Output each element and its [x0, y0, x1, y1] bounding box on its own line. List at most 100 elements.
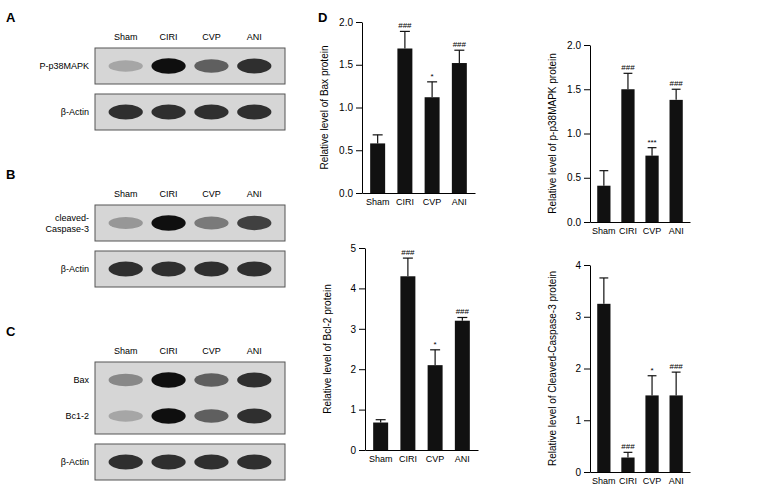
x-tick: CIRI — [396, 193, 414, 207]
y-axis: 0.0 0.5 1.0 1.5 2.0 — [339, 17, 362, 199]
y-tick: 2.0 — [567, 40, 590, 51]
panel-label: A — [6, 10, 16, 25]
y-tick-mark — [359, 329, 365, 330]
y-tick: 2 — [350, 364, 365, 375]
y-tick-mark — [584, 178, 590, 179]
x-tick-label: CVP — [423, 197, 442, 207]
x-tick-label: ANI — [669, 476, 684, 486]
y-tick-label: 0.0 — [567, 217, 581, 228]
y-tick-label: 0 — [575, 467, 581, 478]
blot-band — [109, 410, 143, 422]
y-tick-mark — [584, 317, 590, 318]
y-axis-line — [590, 46, 591, 223]
blot-band — [151, 105, 185, 120]
x-tick-label: CVP — [643, 476, 662, 486]
lane-label: ANI — [247, 346, 262, 356]
x-tick-label: Sham — [369, 454, 393, 464]
error-bar — [430, 350, 440, 365]
error-bar — [599, 278, 608, 304]
error-bar — [648, 376, 657, 396]
error-stem — [676, 372, 677, 395]
blot-band — [151, 215, 185, 231]
row-label: Bc1-2 — [65, 411, 89, 421]
y-tick-mark — [359, 450, 365, 451]
x-tick: ANI — [669, 222, 684, 236]
error-bar — [454, 50, 464, 63]
x-tick: CVP — [643, 222, 662, 236]
plot-area — [597, 73, 683, 222]
x-axis: ShamCIRICVPANI — [591, 472, 691, 486]
error-bar — [376, 420, 386, 423]
bar-chart: ###*###01234ShamCIRICVPANIRelative level… — [547, 260, 691, 487]
blot-frame — [95, 48, 285, 84]
blot-band — [237, 59, 271, 74]
y-tick-label: 1.0 — [567, 128, 581, 139]
x-tick: CVP — [643, 472, 662, 486]
significance-mark: ### — [456, 307, 470, 316]
blot-band — [109, 262, 143, 277]
plot-area — [370, 31, 467, 193]
blot-band — [237, 262, 271, 277]
y-tick: 0.0 — [567, 217, 590, 228]
x-axis-line — [591, 472, 691, 473]
x-tick-label: ANI — [452, 197, 467, 207]
x-tick: Sham — [592, 472, 616, 486]
error-bar — [373, 135, 383, 144]
row-label-line: P-p38MAPK — [39, 61, 89, 71]
bar — [400, 276, 415, 450]
y-axis-line — [362, 23, 363, 194]
y-axis: 012345 — [350, 243, 365, 456]
bar — [428, 365, 443, 450]
y-axis-title: Relative level of Bcl-2 protein — [322, 284, 333, 414]
bar — [670, 100, 683, 222]
error-stem — [432, 82, 433, 97]
blot-band — [194, 455, 228, 470]
x-tick: ANI — [455, 450, 470, 464]
x-tick: CIRI — [399, 450, 417, 464]
blot-band — [151, 408, 185, 424]
row-label: P-p38MAPK — [39, 61, 89, 71]
y-tick: 0.0 — [339, 188, 362, 199]
blot-frame — [95, 205, 285, 241]
y-tick-mark — [359, 288, 365, 289]
y-tick-label: 1 — [350, 404, 356, 415]
row-label: β-Actin — [61, 457, 89, 467]
y-tick-label: 4 — [575, 260, 581, 271]
significance-mark: ### — [453, 40, 467, 49]
y-tick-label: 1 — [575, 415, 581, 426]
blot-frame — [95, 444, 285, 480]
y-tick: 2 — [575, 363, 590, 374]
error-stem — [459, 50, 460, 63]
error-stem — [627, 452, 628, 457]
blot-band — [194, 59, 228, 73]
x-tick: ANI — [452, 193, 467, 207]
y-tick: 4 — [575, 260, 590, 271]
bar — [373, 423, 388, 450]
y-tick-label: 1.5 — [567, 84, 581, 95]
y-tick: 1 — [350, 404, 365, 415]
y-tick: 2.0 — [339, 17, 362, 28]
y-tick-label: 0.5 — [339, 145, 353, 156]
error-stem — [603, 171, 604, 186]
significance-mark: ### — [401, 248, 415, 257]
y-tick: 1.0 — [339, 102, 362, 113]
lane-label: ANI — [247, 32, 262, 42]
error-bar — [427, 82, 437, 97]
y-axis-title: Relative level of Bax protein — [319, 46, 330, 170]
significance-mark: * — [650, 366, 653, 375]
bar — [621, 458, 634, 472]
y-tick: 0.5 — [339, 145, 362, 156]
error-cap — [373, 134, 383, 135]
y-tick: 1.5 — [339, 59, 362, 70]
blot-band — [109, 374, 143, 386]
y-axis-title: Relative level of Cleaved-Caspase-3 prot… — [547, 271, 558, 466]
error-bar — [457, 317, 467, 320]
lane-label: CVP — [202, 32, 221, 42]
lane-label: ANI — [247, 189, 262, 199]
error-cap — [599, 170, 608, 171]
y-tick-label: 4 — [350, 283, 356, 294]
error-stem — [435, 350, 436, 365]
bar — [670, 395, 683, 472]
bar — [621, 89, 634, 222]
x-axis: ShamCIRICVPANI — [591, 222, 691, 236]
